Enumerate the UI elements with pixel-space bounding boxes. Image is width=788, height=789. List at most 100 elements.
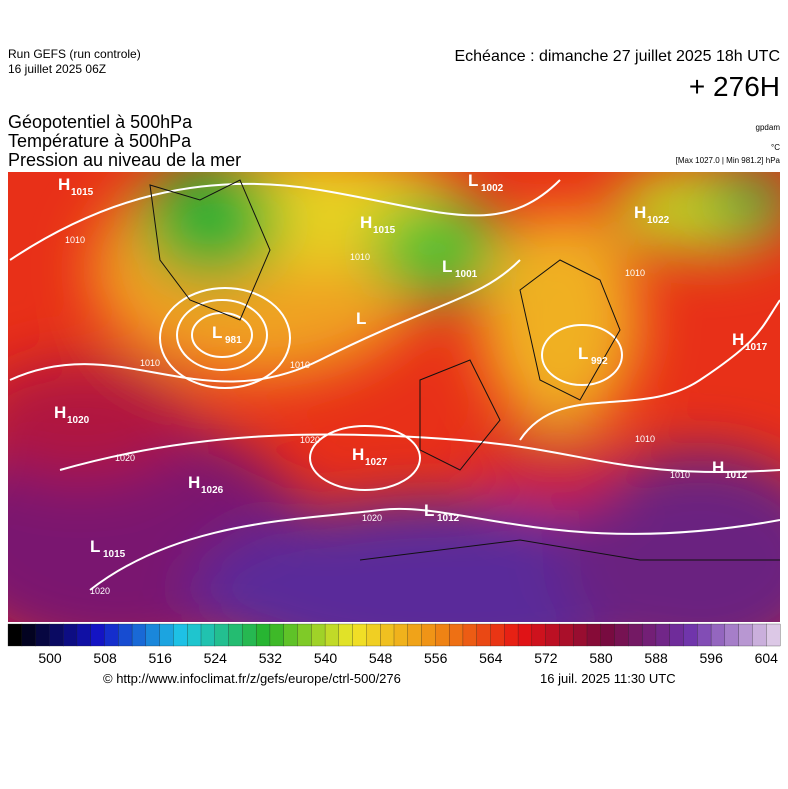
colorbar-label: 596 xyxy=(700,650,724,666)
isobar-label: 1020 xyxy=(362,513,382,523)
colorbar-label: 516 xyxy=(149,650,173,666)
isobar-label: 1020 xyxy=(115,453,135,463)
center-letter: L xyxy=(356,309,366,328)
colorbar-swatch xyxy=(21,623,37,647)
colorbar-swatch xyxy=(421,623,436,647)
colorbar-swatch xyxy=(490,623,505,647)
isobar-label: 1010 xyxy=(350,252,370,262)
center-value: 1002 xyxy=(481,183,504,194)
field-label: Géopotentiel à 500hPa xyxy=(8,112,193,132)
colorbar-label: 572 xyxy=(534,650,558,666)
colorbar-swatch xyxy=(559,623,574,647)
colorbar-label: 548 xyxy=(369,650,393,666)
colorbar-swatch xyxy=(311,623,326,647)
colorbar-label: 580 xyxy=(589,650,613,666)
center-value: 1017 xyxy=(745,342,768,353)
colorbar-swatch xyxy=(104,623,119,647)
colorbar-swatch xyxy=(462,623,478,647)
colorbar-swatch xyxy=(724,623,740,647)
colorbar-swatch xyxy=(90,623,105,647)
center-value: 1015 xyxy=(71,187,94,198)
lead-time: + 276H xyxy=(689,71,780,102)
center-value: 1012 xyxy=(725,470,748,481)
center-value: 1001 xyxy=(455,269,478,280)
isobar-label: 1010 xyxy=(635,434,655,444)
colorbar-swatch xyxy=(669,623,684,647)
colorbar-swatch xyxy=(173,623,188,647)
colorbar-label: 604 xyxy=(755,650,779,666)
center-letter: L xyxy=(468,171,478,190)
run-date: 16 juillet 2025 06Z xyxy=(8,62,106,76)
colorbar-swatch xyxy=(380,623,395,647)
colorbar-swatch xyxy=(628,623,643,647)
center-letter: L xyxy=(578,344,588,363)
colorbar-label: 540 xyxy=(314,650,338,666)
colorbar-swatch xyxy=(35,623,50,647)
center-letter: H xyxy=(360,213,372,232)
colorbar-swatch xyxy=(476,623,491,647)
colorbar-swatch xyxy=(145,623,161,647)
colorbar-swatch xyxy=(159,623,174,647)
colorbar-swatch xyxy=(573,623,588,647)
colorbar-swatch xyxy=(283,623,298,647)
isobar-label: 1010 xyxy=(625,268,645,278)
colorbar-label: 500 xyxy=(38,650,62,666)
colorbar-swatch xyxy=(255,623,271,647)
isobar-label: 1010 xyxy=(670,470,690,480)
isobar-label: 1010 xyxy=(140,358,160,368)
colorbar-swatch xyxy=(614,623,629,647)
colorbar-swatch xyxy=(366,623,381,647)
center-letter: H xyxy=(352,445,364,464)
colorbar-swatch xyxy=(600,623,616,647)
unit: gpdam xyxy=(756,123,781,132)
valid-time: Echéance : dimanche 27 juillet 2025 18h … xyxy=(454,48,780,65)
colorbar-swatch xyxy=(766,623,781,647)
colorbar-swatch xyxy=(200,623,216,647)
colorbar-swatch xyxy=(545,623,560,647)
colorbar-label: 532 xyxy=(259,650,283,666)
colorbar-swatch xyxy=(517,623,533,647)
colorbar-swatch xyxy=(655,623,671,647)
center-value: 981 xyxy=(225,335,242,346)
colorbar-swatch xyxy=(297,623,312,647)
colorbar-swatch xyxy=(62,623,78,647)
field-label: Pression au niveau de la mer xyxy=(8,150,241,170)
colorbar-swatch xyxy=(738,623,753,647)
center-letter: L xyxy=(90,537,100,556)
colorbar-swatch xyxy=(118,623,133,647)
unit: [Max 1027.0 | Min 981.2] hPa xyxy=(676,156,781,165)
colorbar-swatch xyxy=(752,623,767,647)
center-letter: L xyxy=(424,501,434,520)
isobar-label: 1010 xyxy=(290,360,310,370)
colorbar-swatch xyxy=(131,623,147,647)
issued: 16 juil. 2025 11:30 UTC xyxy=(540,671,676,686)
colorbar-label: 564 xyxy=(479,650,503,666)
colorbar-swatch xyxy=(49,623,64,647)
center-value: 1022 xyxy=(647,215,670,226)
colorbar-swatch xyxy=(324,623,340,647)
center-value: 1027 xyxy=(365,457,388,468)
colorbar-swatch xyxy=(242,623,257,647)
center-letter: H xyxy=(54,403,66,422)
colorbar-swatch xyxy=(214,623,230,647)
colorbar-swatch xyxy=(228,623,243,647)
colorbar-label: 556 xyxy=(424,650,448,666)
isobar-label: 1020 xyxy=(300,435,320,445)
colorbar-swatch xyxy=(641,623,657,647)
colorbar-label: 508 xyxy=(93,650,117,666)
center-letter: H xyxy=(634,203,646,222)
center-letter: H xyxy=(712,458,724,477)
colorbar: 500 508 516 524 532 540 548 556 564 572 580 588 596 6… xyxy=(7,623,781,666)
colorbar-swatch xyxy=(531,623,547,647)
colorbar-swatch xyxy=(697,623,712,647)
center-letter: H xyxy=(188,473,200,492)
unit: °C xyxy=(771,143,780,152)
colorbar-label: 524 xyxy=(204,650,228,666)
colorbar-swatch xyxy=(435,623,450,647)
colorbar-label: 588 xyxy=(644,650,668,666)
center-letter: L xyxy=(442,257,452,276)
field-label: Température à 500hPa xyxy=(8,131,192,151)
center-value: 1012 xyxy=(437,513,460,524)
center-letter: H xyxy=(732,330,744,349)
